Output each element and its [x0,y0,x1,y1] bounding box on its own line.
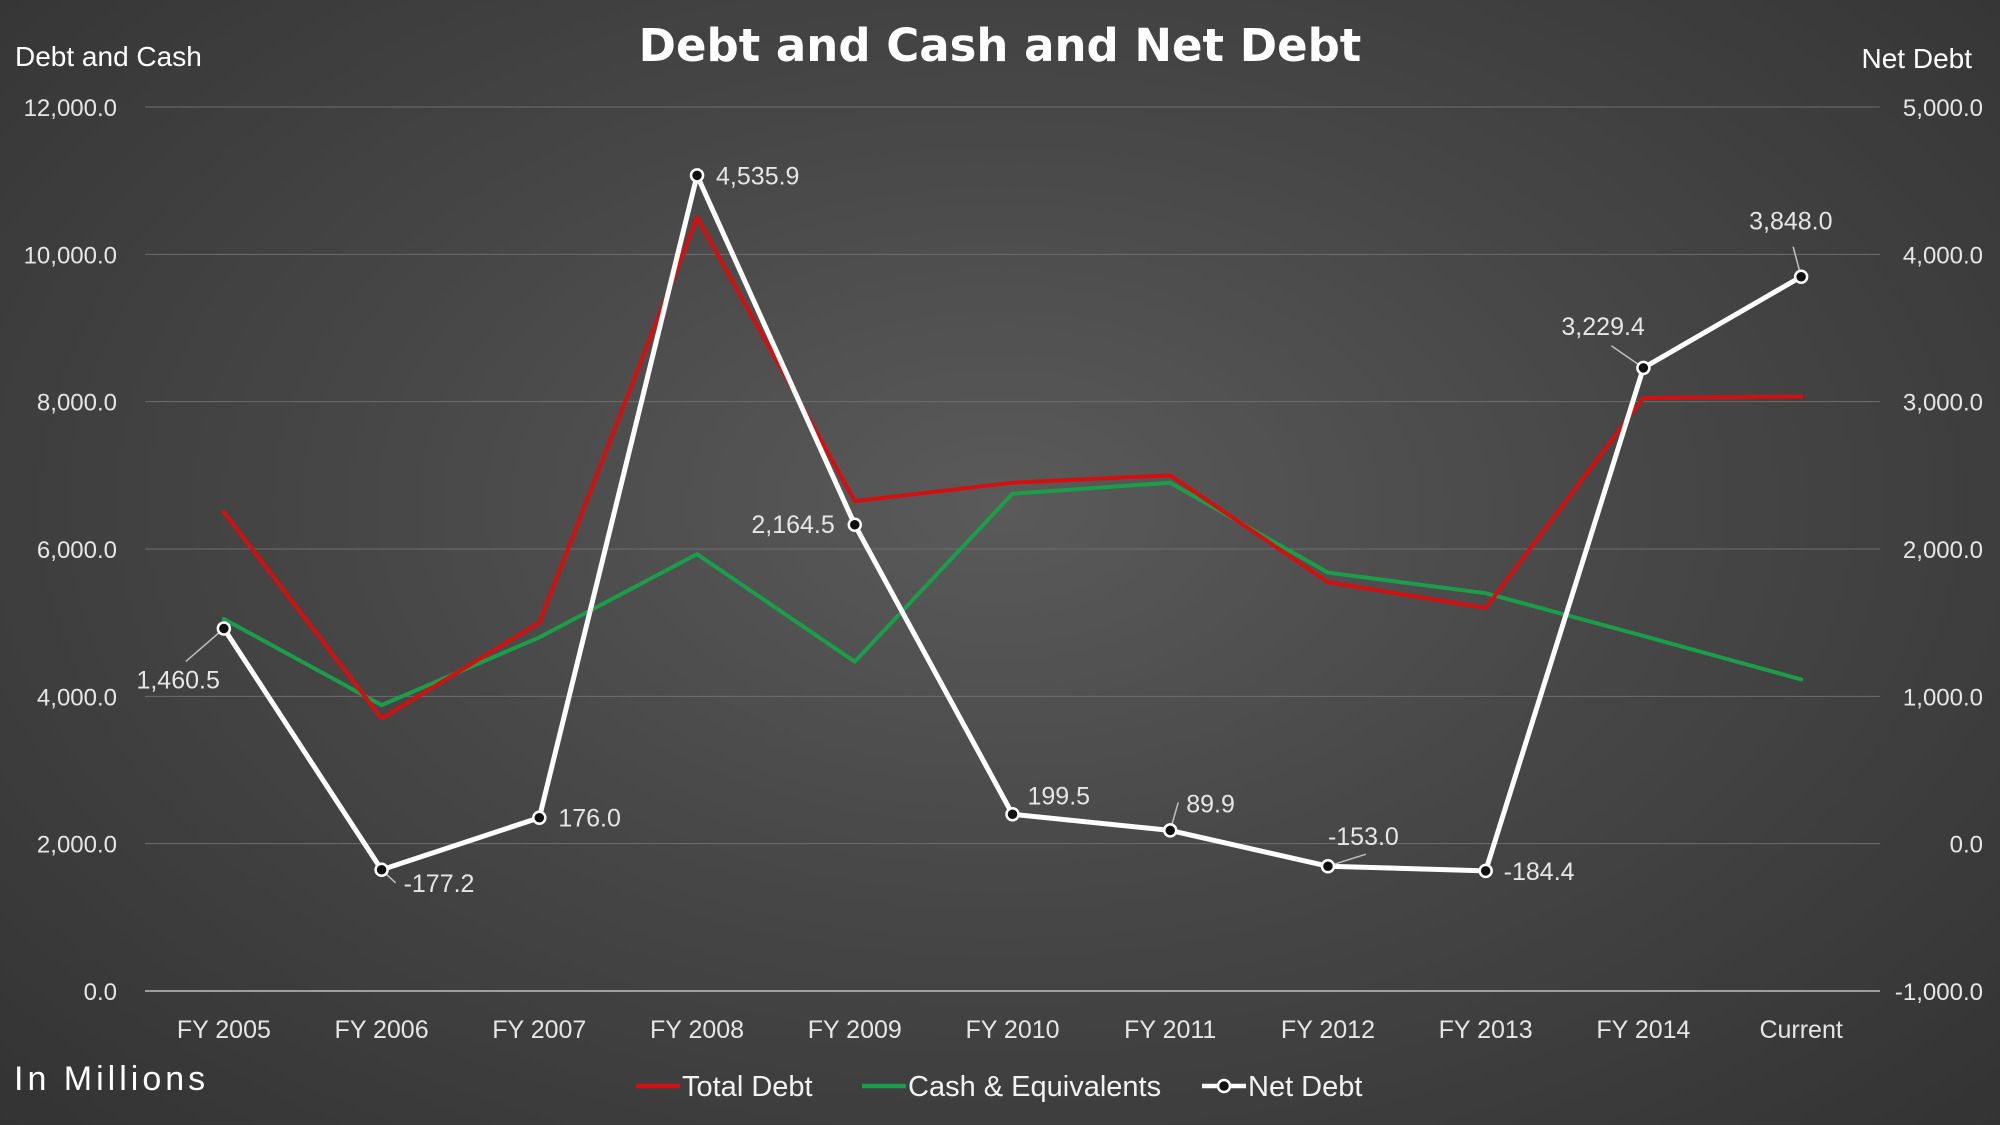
data-label-leaders [185,246,1802,884]
category-tick-label: FY 2007 [492,1016,586,1044]
net-debt-marker [532,810,547,825]
net-debt-data-label: 176.0 [558,805,621,833]
net-debt-data-label: 3,848.0 [1749,208,1832,236]
net-debt-data-label: 4,535.9 [716,162,799,190]
right-axis-ticks: -1,000.0 0.0 1,000.0 2,000.0 3,000.0 4,000.0 5… [1895,95,1983,1006]
net-debt-marker [689,168,705,183]
right-axis-tick-label: 3,000.0 [1903,390,1983,417]
legend: Total Debt Cash & Equivalents Net Debt [636,1071,1362,1103]
cash-equivalents-line [221,480,1804,708]
net-debt-marker [1320,858,1336,874]
net-debt-data-label: 2,164.5 [751,511,834,539]
left-axis-tick-label: 4,000.0 [37,684,117,711]
category-tick-label: FY 2010 [965,1016,1059,1044]
left-axis-tick-label: 8,000.0 [37,390,117,417]
left-axis-title: Debt and Cash [15,41,202,72]
right-axis-tick-label: 1,000.0 [1903,684,1983,711]
net-debt-marker [216,621,232,636]
net-debt-data-label: 89.9 [1186,790,1235,818]
net-debt-marker [1478,863,1493,879]
right-axis-tick-label: 0.0 [1950,832,1983,859]
units-note: In Millions [14,1060,209,1098]
category-tick-label: FY 2013 [1439,1016,1533,1044]
category-tick-label: FY 2014 [1596,1016,1690,1044]
category-tick-label: FY 2012 [1281,1016,1375,1044]
net-debt-marker [1005,807,1020,822]
series-lines [221,172,1804,874]
category-tick-label: FY 2011 [1124,1016,1216,1044]
legend-label: Cash & Equivalents [908,1071,1161,1103]
legend-label: Net Debt [1248,1071,1362,1103]
data-label-leader-line [185,627,225,663]
total-debt-line [221,215,1804,721]
left-axis-tick-label: 12,000.0 [24,95,117,122]
legend-label: Total Debt [682,1071,813,1103]
net-debt-marker [1162,823,1178,838]
chart-title: Debt and Cash and Net Debt [639,19,1362,72]
net-debt-data-label: -184.4 [1504,858,1575,886]
category-tick-label: FY 2006 [335,1016,429,1044]
net-debt-data-label: 3,229.4 [1561,313,1645,341]
right-axis-title: Net Debt [1862,43,1973,74]
left-axis-tick-label: 2,000.0 [37,832,117,859]
legend-marker [1216,1078,1232,1094]
net-debt-data-label: 1,460.5 [136,666,219,694]
left-axis-ticks: 0.0 2,000.0 4,000.0 6,000.0 8,000.0 10,000.0 1… [24,95,117,1006]
net-debt-data-labels: 1,460.5 -177.2 176.0 4,535.9 2,164.5 199.5 89.… [136,162,1832,897]
net-debt-data-label: 199.5 [1028,782,1091,810]
right-axis-tick-label: 5,000.0 [1903,95,1983,122]
left-axis-tick-label: 10,000.0 [24,242,117,269]
right-axis-tick-label: -1,000.0 [1895,979,1983,1006]
right-axis-tick-label: 4,000.0 [1903,242,1983,269]
category-tick-label: FY 2009 [808,1016,902,1044]
category-tick-label: FY 2005 [177,1016,271,1044]
net-debt-data-label: -177.2 [404,870,475,898]
net-debt-marker [1793,269,1809,284]
net-debt-line [221,172,1804,874]
gridlines [145,106,1880,992]
category-tick-label: FY 2008 [650,1016,744,1044]
category-tick-label: Current [1759,1016,1842,1044]
net-debt-markers [216,168,1809,879]
left-axis-tick-label: 6,000.0 [37,537,117,564]
net-debt-marker [374,862,389,878]
net-debt-data-label: -153.0 [1328,823,1399,851]
left-axis-tick-label: 0.0 [84,979,117,1006]
right-axis-tick-label: 2,000.0 [1903,537,1983,564]
category-axis-ticks: FY 2005 FY 2006 FY 2007 FY 2008 FY 2009 FY 20… [177,1016,1843,1044]
net-debt-marker [1636,360,1651,376]
net-debt-marker [847,517,863,533]
